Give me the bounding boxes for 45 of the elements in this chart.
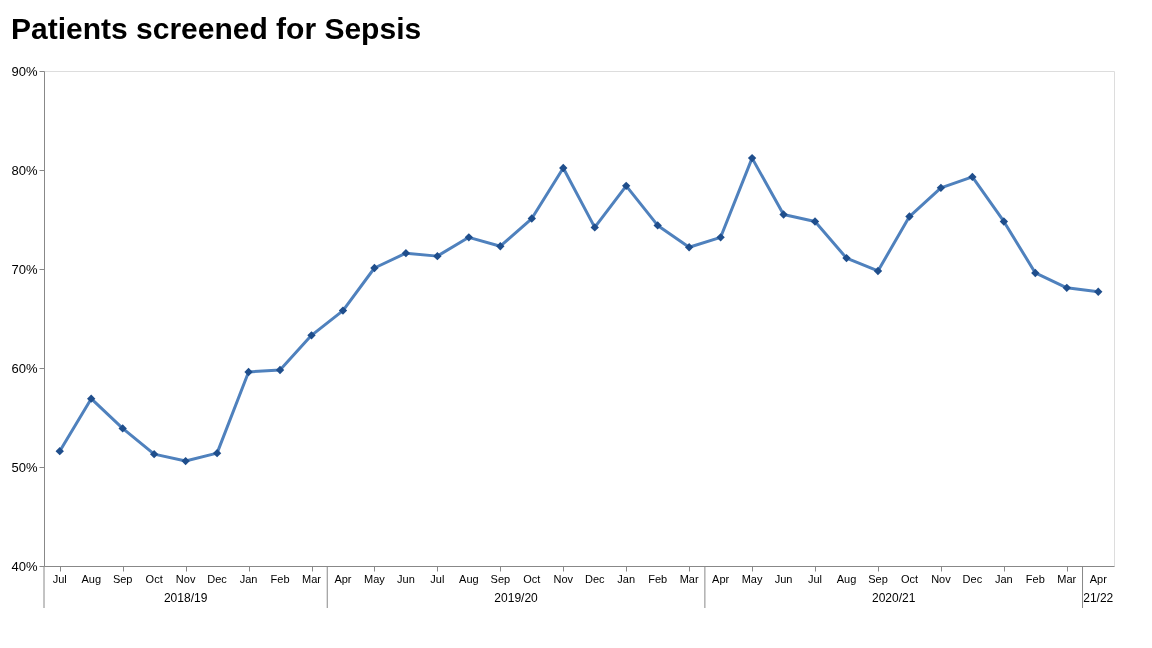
x-tick-label: Nov — [553, 573, 574, 585]
x-tick-label: Dec — [962, 573, 983, 585]
y-tick-label: 90% — [11, 63, 38, 79]
x-tick-label: Apr — [334, 573, 352, 585]
x-tick-label: Jun — [774, 573, 793, 585]
x-tick-label: Aug — [81, 573, 101, 585]
x-tick-label: Apr — [712, 573, 730, 585]
x-tick-label: Sep — [490, 573, 511, 585]
x-tick-label: Apr — [1089, 573, 1108, 585]
x-tick-label: Oct — [145, 573, 163, 585]
text: 2020/21 — [872, 591, 916, 605]
x-tick-label: Dec — [584, 573, 606, 585]
text: 2019/20 — [494, 591, 539, 605]
x-tick-label: Mar — [1057, 573, 1077, 585]
x-tick-label: Jan — [994, 573, 1013, 585]
x-tick-label: Jul — [52, 573, 67, 585]
x-tick-label: Mar — [679, 573, 699, 585]
chart-title: Patients screened for Sepsis — [10, 12, 422, 45]
x-tick-label: Sep — [868, 573, 888, 585]
x-tick-label: Jul — [808, 573, 823, 585]
x-tick-label: Oct — [900, 573, 918, 585]
x-tick-label: Aug — [836, 573, 857, 585]
x-tick-label: Feb — [270, 573, 290, 585]
x-tick-label: May — [364, 573, 386, 585]
x-tick-label: Jul — [430, 573, 445, 585]
x-tick-label: Nov — [175, 573, 196, 585]
x-tick-label: Jun — [397, 573, 415, 585]
x-tick-label: Feb — [648, 573, 668, 585]
x-tick-label: Sep — [112, 573, 133, 585]
y-tick-label: 80% — [11, 162, 38, 178]
x-tick-label: May — [741, 573, 763, 585]
x-tick-label: Feb — [1025, 573, 1045, 585]
y-tick-label: 50% — [11, 459, 38, 475]
x-tick-label: Jan — [617, 573, 636, 585]
text: 21/22 — [1083, 591, 1114, 605]
y-tick-label: 40% — [11, 558, 38, 574]
y-tick-label: 70% — [11, 261, 38, 277]
x-tick-label: Nov — [931, 573, 952, 585]
y-tick-label: 60% — [11, 360, 38, 376]
x-tick-label: Mar — [302, 573, 322, 585]
x-tick-label: Dec — [207, 573, 228, 585]
x-tick-label: Oct — [523, 573, 541, 585]
text: 2018/19 — [163, 591, 208, 605]
x-tick-label: Aug — [459, 573, 479, 585]
x-tick-label: Jan — [239, 573, 258, 585]
